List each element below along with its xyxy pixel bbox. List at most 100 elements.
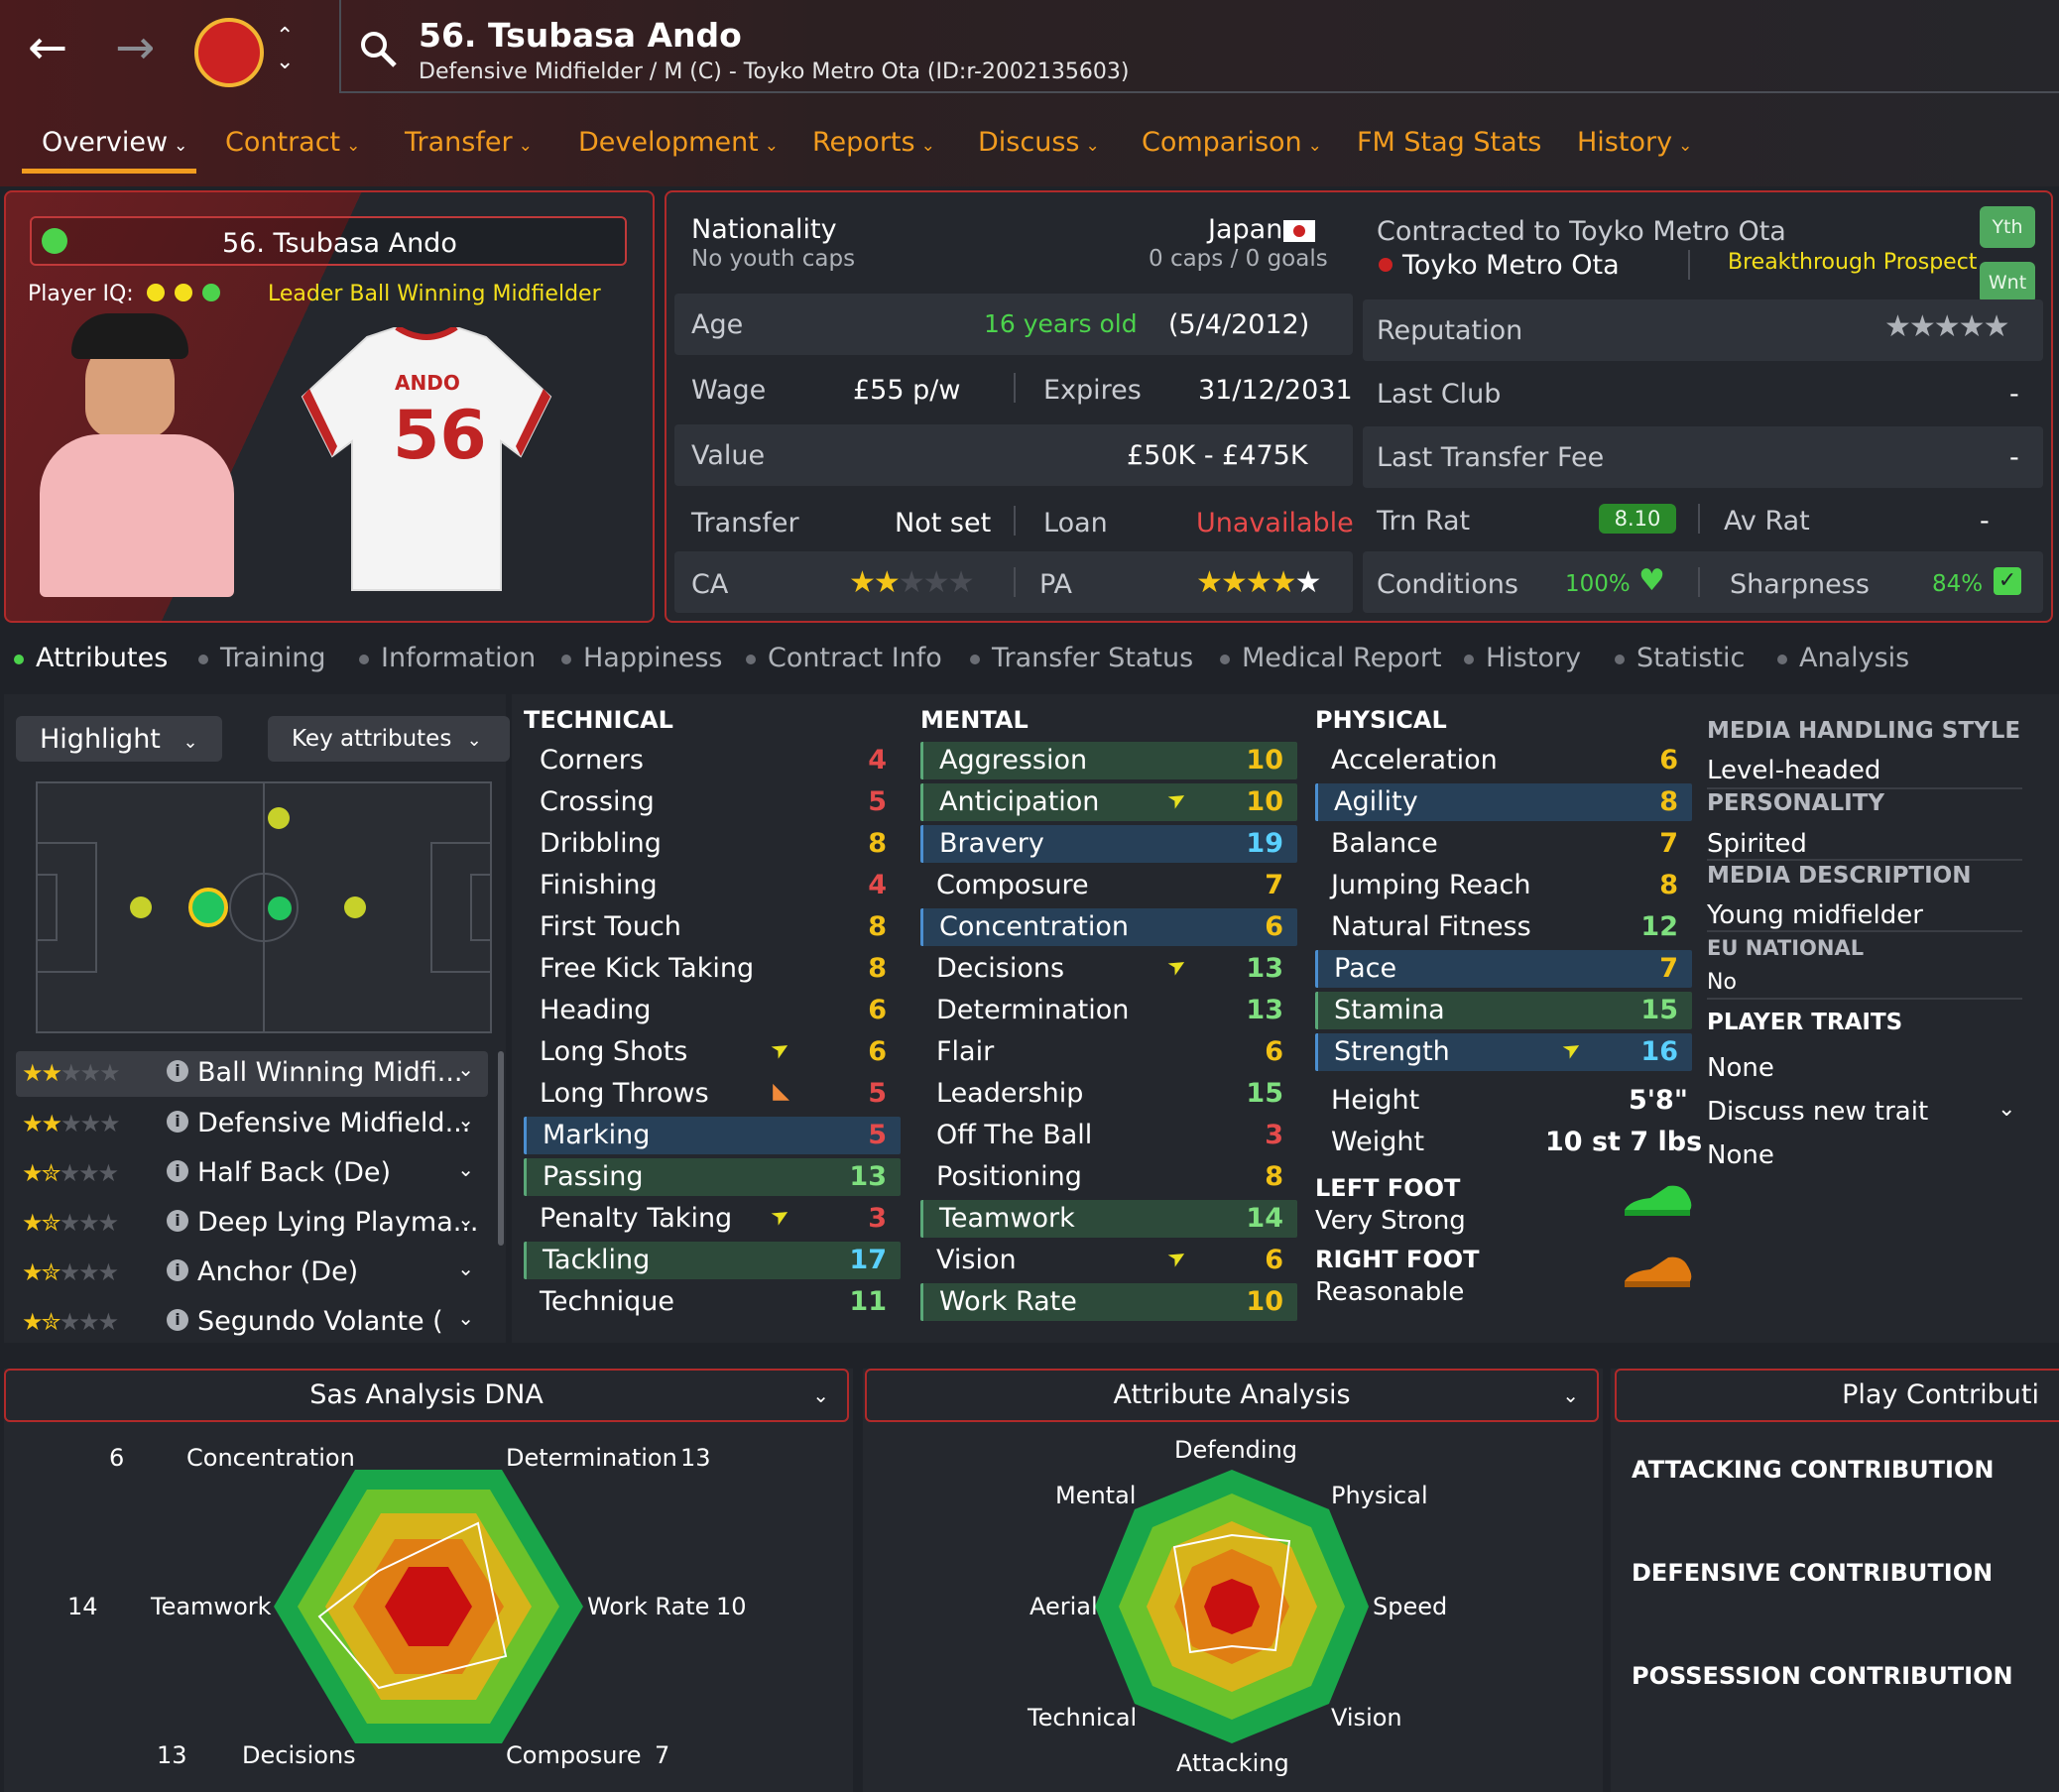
attribute-name: Natural Fitness xyxy=(1331,911,1531,942)
subtab-statistic[interactable]: Statistic xyxy=(1615,643,1745,673)
role-row[interactable]: ★✮★★★ i Half Back (De) ⌄ xyxy=(22,1157,474,1188)
attribute-row[interactable]: Stamina 15 xyxy=(1315,992,1692,1029)
attribute-name: Balance xyxy=(1331,828,1438,859)
age-label: Age xyxy=(691,309,744,340)
role-row[interactable]: ★★★★★ i Ball Winning Midfi... ⌄ xyxy=(16,1051,488,1097)
role-row[interactable]: ★✮★★★ i Deep Lying Playma... ⌄ xyxy=(22,1207,479,1238)
attribute-name: Long Shots xyxy=(540,1036,688,1067)
tab-overview[interactable]: Overview ⌄ xyxy=(42,127,188,158)
trend-up-icon: ➤ xyxy=(766,1034,795,1065)
role-stars: ★★★★★ xyxy=(22,1059,121,1087)
attribute-row[interactable]: Aggression 10 xyxy=(920,742,1297,779)
attribute-row[interactable]: Passing 13 xyxy=(524,1158,901,1196)
attribute-row[interactable]: Strength ➤ 16 xyxy=(1315,1033,1692,1071)
attribute-value: 13 xyxy=(849,1161,887,1192)
role-row[interactable]: ★✮★★★ i Segundo Volante (⌄ xyxy=(22,1306,474,1336)
arrow-left-icon[interactable]: ← xyxy=(28,20,68,75)
tab-comparison[interactable]: Comparison ⌄ xyxy=(1142,127,1322,158)
attribute-row[interactable]: Determination 13 xyxy=(920,992,1297,1029)
attribute-row[interactable]: Leadership 15 xyxy=(920,1075,1297,1113)
attribute-row[interactable]: Natural Fitness 12 xyxy=(1315,908,1692,946)
club-crest-icon[interactable] xyxy=(194,18,264,87)
tab-transfer[interactable]: Transfer ⌄ xyxy=(405,127,533,158)
subtab-training[interactable]: Training xyxy=(198,643,326,673)
wnt-badge: Wnt xyxy=(1980,262,2035,303)
attribute-analysis-header[interactable]: Attribute Analysis ⌄ xyxy=(865,1369,1599,1422)
attribute-row[interactable]: Teamwork 14 xyxy=(920,1200,1297,1238)
subtab-information[interactable]: Information xyxy=(359,643,536,673)
tab-history[interactable]: History ⌄ xyxy=(1577,127,1693,158)
player-iq-label: Player IQ: xyxy=(28,282,134,306)
attribute-row[interactable]: Balance 7 xyxy=(1315,825,1692,863)
divider xyxy=(1707,930,2022,932)
dna-value: 13 xyxy=(680,1444,711,1472)
club-name[interactable]: Toyko Metro Ota xyxy=(1402,250,1620,281)
conditions-label: Conditions xyxy=(1377,569,1518,600)
attribute-row[interactable]: Concentration 6 xyxy=(920,908,1297,946)
search-box[interactable] xyxy=(339,0,2059,93)
attribute-row[interactable]: Work Rate 10 xyxy=(920,1283,1297,1321)
media-style-value: Level-headed xyxy=(1707,756,1881,785)
attribute-row[interactable]: Positioning 8 xyxy=(920,1158,1297,1196)
dna-header[interactable]: Sas Analysis DNA ⌄ xyxy=(4,1369,849,1422)
attribute-row[interactable]: Vision ➤ 6 xyxy=(920,1242,1297,1279)
attribute-row[interactable]: Marking 5 xyxy=(524,1117,901,1154)
discuss-trait-dropdown[interactable]: Discuss new trait xyxy=(1707,1097,1929,1127)
attribute-row[interactable]: Technique 11 xyxy=(524,1283,901,1321)
key-attributes-dropdown[interactable]: Key attributes ⌄ xyxy=(268,716,510,762)
attribute-row[interactable]: Dribbling 8 xyxy=(524,825,901,863)
chevron-down-icon[interactable]: ⌄ xyxy=(1998,1097,2016,1122)
highlight-dropdown[interactable]: Highlight ⌄ xyxy=(16,716,222,762)
attribute-value: 5 xyxy=(868,1120,887,1150)
roles-scrollbar[interactable] xyxy=(498,1051,504,1246)
subtab-contract-info[interactable]: Contract Info xyxy=(746,643,942,673)
trn-rat-value: 8.10 xyxy=(1599,504,1676,534)
attribute-row[interactable]: Pace 7 xyxy=(1315,950,1692,988)
attribute-name: Positioning xyxy=(936,1161,1082,1192)
subtab-medical-report[interactable]: Medical Report xyxy=(1220,643,1442,673)
subtab-attributes[interactable]: Attributes xyxy=(14,643,168,673)
attribute-row[interactable]: Flair 6 xyxy=(920,1033,1297,1071)
tab-contract[interactable]: Contract ⌄ xyxy=(225,127,361,158)
attribute-row[interactable]: Penalty Taking ➤ 3 xyxy=(524,1200,901,1238)
eu-national-value: No xyxy=(1707,970,1737,995)
attribute-row[interactable]: Heading 6 xyxy=(524,992,901,1029)
chevron-down-icon: ⌄ xyxy=(457,1108,474,1132)
dna-label: Work Rate xyxy=(587,1593,710,1620)
role-row[interactable]: ★✮★★★ i Anchor (De) ⌄ xyxy=(22,1256,474,1287)
attribute-row[interactable]: Tackling 17 xyxy=(524,1242,901,1279)
subtab-happiness[interactable]: Happiness xyxy=(561,643,722,673)
nationality-value[interactable]: Japan xyxy=(1208,214,1283,245)
attribute-value: 15 xyxy=(1640,995,1678,1025)
subtab-transfer-status[interactable]: Transfer Status xyxy=(970,643,1193,673)
role-stars: ★★★★★ xyxy=(22,1110,121,1137)
tab-fm-stag-stats[interactable]: FM Stag Stats xyxy=(1357,127,1542,158)
divider xyxy=(1707,787,2022,789)
search-icon[interactable] xyxy=(359,30,399,69)
subtab-history[interactable]: History xyxy=(1464,643,1581,673)
attribute-row[interactable]: Agility 8 xyxy=(1315,783,1692,821)
subtab-analysis[interactable]: Analysis xyxy=(1777,643,1909,673)
attribute-row[interactable]: Free Kick Taking 8 xyxy=(524,950,901,988)
attribute-row[interactable]: Long Throws ◣ 5 xyxy=(524,1075,901,1113)
tab-discuss[interactable]: Discuss ⌄ xyxy=(978,127,1100,158)
role-row[interactable]: ★★★★★ i Defensive Midfield... ⌄ xyxy=(22,1108,474,1138)
attribute-row[interactable]: Anticipation ➤ 10 xyxy=(920,783,1297,821)
attribute-row[interactable]: Corners 4 xyxy=(524,742,901,779)
attribute-row[interactable]: Decisions ➤ 13 xyxy=(920,950,1297,988)
attribute-row[interactable]: Finishing 4 xyxy=(524,867,901,904)
play-contribution-header[interactable]: Play Contributi xyxy=(1615,1369,2059,1422)
attribute-row[interactable]: Off The Ball 3 xyxy=(920,1117,1297,1154)
attribute-row[interactable]: Acceleration 6 xyxy=(1315,742,1692,779)
attribute-row[interactable]: First Touch 8 xyxy=(524,908,901,946)
attribute-row[interactable]: Bravery 19 xyxy=(920,825,1297,863)
attribute-row[interactable]: Long Shots ➤ 6 xyxy=(524,1033,901,1071)
tab-development[interactable]: Development ⌄ xyxy=(578,127,780,158)
arrow-right-icon[interactable]: → xyxy=(115,20,156,75)
attribute-row[interactable]: Jumping Reach 8 xyxy=(1315,867,1692,904)
chevron-updown-icon[interactable]: ⌃ ⌄ xyxy=(276,24,295,74)
attribute-row[interactable]: Composure 7 xyxy=(920,867,1297,904)
attribute-row[interactable]: Crossing 5 xyxy=(524,783,901,821)
attribute-value: 8 xyxy=(1265,1161,1283,1192)
tab-reports[interactable]: Reports ⌄ xyxy=(812,127,935,158)
